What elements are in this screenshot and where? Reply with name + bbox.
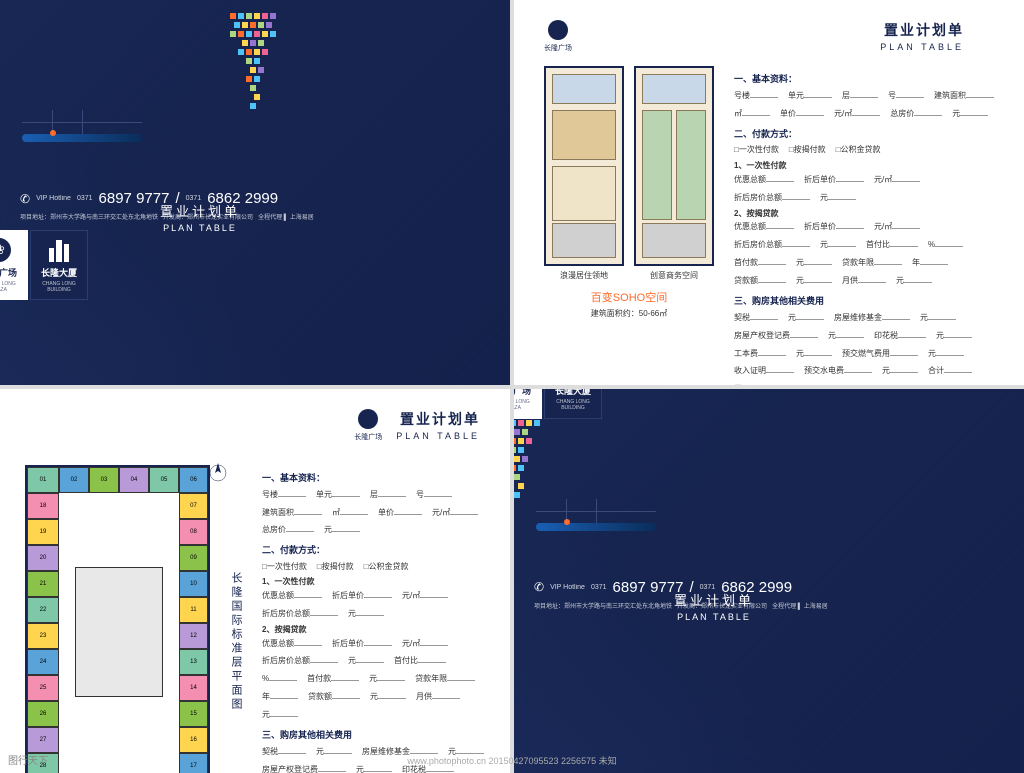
soho-title: 百变SOHO空间: [544, 289, 714, 305]
brand-logo-block: ❀ 长隆广场 CHANG LONG PLAZA 长隆大厦 CHANG LONG …: [0, 230, 480, 300]
floorplan-1: 浪漫居住领地: [544, 66, 624, 281]
brand-logo-block-2: ❀ 长隆广场 CHANG LONG PLAZA 长隆大厦 CHANG LONG …: [514, 389, 994, 419]
unit-20: 20: [27, 545, 59, 571]
unit-06: 06: [179, 467, 208, 493]
unit-25: 25: [27, 675, 59, 701]
unit-21: 21: [27, 571, 59, 597]
unit-04: 04: [119, 467, 149, 493]
panel-cover-2: ❀ 长隆广场 CHANG LONG PLAZA 长隆大厦 CHANG LONG …: [514, 389, 1024, 773]
unit-22: 22: [27, 597, 59, 623]
unit-10: 10: [179, 571, 208, 597]
panel-cover-1: ❀ 长隆广场 CHANG LONG PLAZA 长隆大厦 CHANG LONG …: [0, 0, 510, 385]
watermark-logo: 图行天下: [8, 752, 48, 767]
unit-18: 18: [27, 493, 59, 519]
unit-24: 24: [27, 649, 59, 675]
header-logo-small-2: 长隆广场: [354, 409, 382, 442]
panel-plan-soho: 长隆广场 置业计划单 PLAN TABLE 浪漫居住领地: [514, 0, 1024, 385]
panel-plan-building: 长隆广场 置业计划单 PLAN TABLE 010203040506070809…: [0, 389, 510, 773]
form-s2-sub1-row: 优惠总额折后单价元/㎡折后房价总额元: [734, 173, 994, 205]
logo-building-en: CHANG LONG BUILDING: [35, 281, 83, 293]
logo-plaza-2: ❀ 长隆广场 CHANG LONG PLAZA: [514, 389, 542, 419]
plan-form-2: 一、基本资料： 号楼单元层号建筑面积㎡单价元/㎡总房价元 二、付款方式： □一次…: [262, 465, 485, 773]
logo-building: 长隆大厦 CHANG LONG BUILDING: [30, 230, 88, 300]
unit-13: 13: [179, 649, 208, 675]
logo-plaza-icon: ❀: [0, 238, 11, 262]
unit-11: 11: [179, 597, 208, 623]
location-minimap-2: [536, 499, 656, 539]
unit-16: 16: [179, 727, 208, 753]
p3-s2-opts: □一次性付款□按揭付款□公积金贷款: [262, 561, 485, 574]
unit-27: 27: [27, 727, 59, 753]
form-s1-title: 一、基本资料：: [734, 72, 994, 86]
unit-12: 12: [179, 623, 208, 649]
building-floorplan: 0102030405060708091011121314151617 181920…: [25, 465, 210, 773]
watermark-text: www.photophoto.cn 20150427095523 2256575…: [407, 754, 616, 767]
header-title-2: 置业计划单 PLAN TABLE: [396, 409, 480, 441]
unit-26: 26: [27, 701, 59, 727]
unit-14: 14: [179, 675, 208, 701]
form-s2-opts: □一次性付款□按揭付款□公积金贷款: [734, 144, 994, 157]
p3-s2-sub1-row: 优惠总额折后单价元/㎡折后房价总额元: [262, 589, 485, 621]
logo-building-icon: [49, 238, 69, 262]
unit-02: 02: [59, 467, 89, 493]
plan-form: 一、基本资料： 号楼单元层号建筑面积㎡单价元/㎡总房价元 二、付款方式： □一次…: [734, 66, 994, 385]
form-s2-title: 二、付款方式：: [734, 127, 994, 141]
logo-plaza-en: CHANG LONG PLAZA: [0, 281, 24, 293]
logo-building-2: 长隆大厦 CHANG LONG BUILDING: [544, 389, 602, 419]
unit-01: 01: [27, 467, 59, 493]
form-s1-row: 号楼单元层号建筑面积㎡单价元/㎡总房价元: [734, 89, 994, 121]
header-title: 置业计划单 PLAN TABLE: [880, 20, 994, 52]
unit-05: 05: [149, 467, 179, 493]
p3-s1-row: 号楼单元层号建筑面积㎡单价元/㎡总房价元: [262, 488, 485, 537]
soho-floorplans: 浪漫居住领地 创意商务空间: [544, 66, 714, 281]
unit-19: 19: [27, 519, 59, 545]
form-s2-sub2-row: 优惠总额折后单价元/㎡折后房价总额元首付比%首付款元贷款年限年贷款额元月供元: [734, 220, 994, 287]
unit-17: 17: [179, 753, 208, 773]
unit-03: 03: [89, 467, 119, 493]
unit-23: 23: [27, 623, 59, 649]
floorplan-side-label: 长隆国际标准层平面图: [228, 572, 244, 712]
form-s3-row: 契税元房屋维修基金元房屋产权登记费元印花税元工本费元预交燃气费用元收入证明预交水…: [734, 311, 994, 385]
floorplan-2: 创意商务空间: [634, 66, 714, 281]
logo-plaza: ❀ 长隆广场 CHANG LONG PLAZA: [0, 230, 28, 300]
soho-area: 建筑面积约：50-66㎡: [544, 308, 714, 319]
doc-title-2: 置业计划单 PLAN TABLE: [514, 590, 969, 622]
doc-title: 置业计划单 PLAN TABLE: [0, 201, 455, 233]
pixel-decoration: [220, 8, 290, 118]
location-minimap: [22, 110, 142, 150]
header-logo-small: 长隆广场: [544, 20, 572, 53]
p3-s2-sub2-row: 优惠总额折后单价元/㎡折后房价总额元首付比%首付款元贷款年限年贷款额元月供元: [262, 637, 485, 722]
form-s3-title: 三、购房其他相关费用: [734, 294, 994, 308]
unit-08: 08: [179, 519, 208, 545]
unit-07: 07: [179, 493, 208, 519]
logo-plaza-name: 长隆广场: [0, 266, 17, 279]
compass-icon: [208, 463, 228, 483]
logo-building-name: 长隆大厦: [41, 266, 77, 279]
unit-09: 09: [179, 545, 208, 571]
unit-15: 15: [179, 701, 208, 727]
